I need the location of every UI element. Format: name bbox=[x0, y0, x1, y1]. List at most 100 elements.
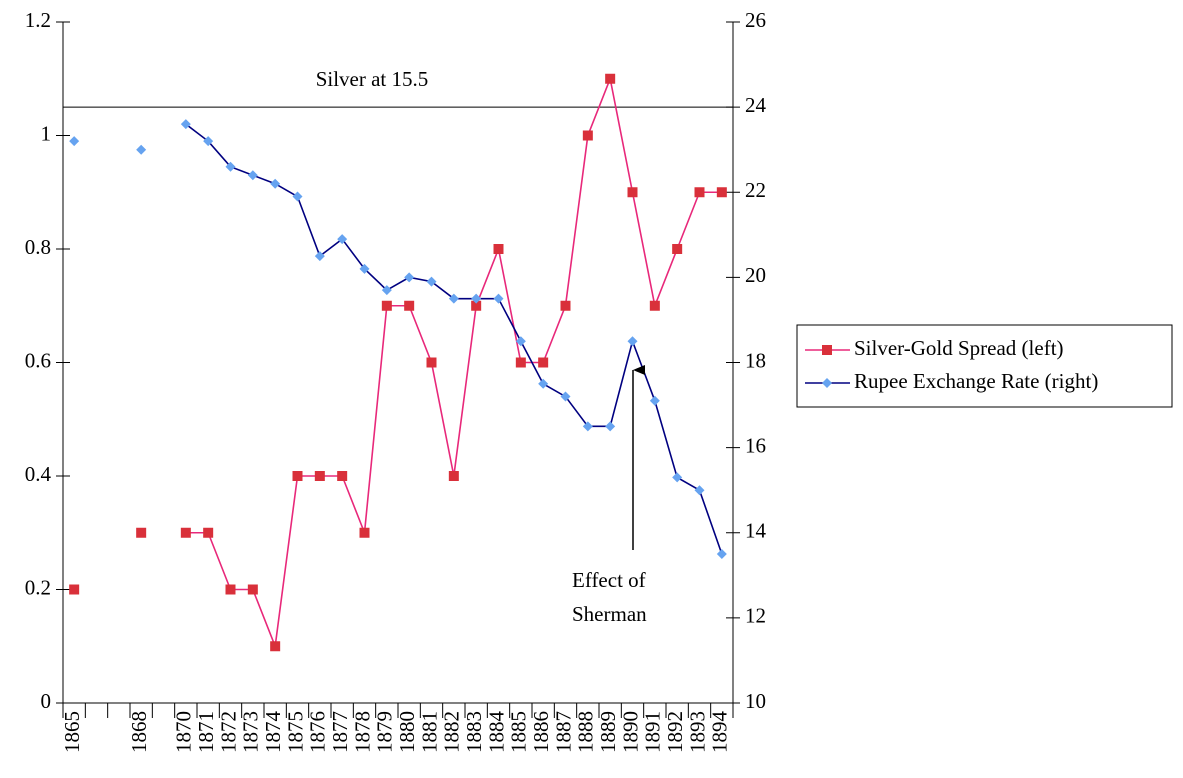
x-tick-label: 1874 bbox=[261, 711, 285, 754]
data-point bbox=[203, 136, 214, 147]
data-point bbox=[426, 357, 437, 368]
data-point bbox=[292, 471, 303, 481]
x-tick-label: 1888 bbox=[574, 711, 598, 753]
data-point bbox=[716, 549, 727, 560]
legend-label: Rupee Exchange Rate (right) bbox=[854, 369, 1098, 393]
data-point bbox=[538, 378, 549, 389]
data-point bbox=[448, 471, 459, 481]
data-point bbox=[314, 251, 325, 262]
data-point bbox=[247, 584, 258, 595]
data-point bbox=[627, 187, 638, 198]
y-tick-label: 0.2 bbox=[25, 575, 51, 599]
x-tick-label: 1877 bbox=[328, 711, 352, 753]
data-point bbox=[582, 130, 593, 141]
x-tick-label: 1880 bbox=[395, 711, 419, 753]
data-point bbox=[582, 421, 593, 432]
x-tick-label: 1872 bbox=[216, 711, 240, 753]
y2-tick-label: 14 bbox=[745, 519, 767, 543]
y2-tick-label: 10 bbox=[745, 689, 766, 713]
data-point bbox=[136, 144, 147, 155]
data-point bbox=[225, 161, 236, 172]
y-tick-label: 0.6 bbox=[25, 348, 51, 372]
data-point bbox=[672, 244, 683, 254]
x-tick-label: 1889 bbox=[596, 711, 620, 753]
x-tick-label: 1892 bbox=[663, 711, 687, 753]
data-point bbox=[560, 391, 571, 402]
data-point bbox=[180, 527, 191, 538]
data-point bbox=[337, 471, 348, 481]
x-tick-label: 1891 bbox=[641, 711, 665, 753]
data-point bbox=[538, 357, 549, 368]
x-tick-label: 1870 bbox=[172, 711, 196, 753]
data-point bbox=[203, 527, 214, 538]
data-point bbox=[225, 584, 236, 595]
data-point bbox=[605, 73, 616, 84]
data-point bbox=[292, 191, 303, 202]
x-tick-label: 1893 bbox=[685, 711, 709, 753]
data-point bbox=[694, 485, 705, 496]
x-tick-label: 1875 bbox=[283, 711, 307, 753]
x-tick-label: 1883 bbox=[462, 711, 486, 753]
data-point bbox=[359, 263, 370, 274]
y2-tick-label: 24 bbox=[745, 93, 767, 117]
reference-label: Silver at 15.5 bbox=[316, 67, 429, 91]
y2-tick-label: 12 bbox=[745, 604, 766, 628]
data-point bbox=[515, 357, 526, 368]
data-point bbox=[471, 300, 482, 311]
data-point bbox=[381, 285, 392, 296]
data-point bbox=[404, 272, 415, 283]
x-tick-label: 1865 bbox=[60, 711, 84, 753]
y-tick-label: 0 bbox=[41, 689, 52, 713]
y-tick-label: 1 bbox=[41, 121, 52, 145]
data-point bbox=[270, 178, 281, 189]
x-tick-label: 1879 bbox=[373, 711, 397, 753]
x-tick-label: 1884 bbox=[484, 711, 508, 754]
series-line bbox=[185, 123, 723, 555]
data-point bbox=[180, 119, 191, 130]
x-tick-label: 1890 bbox=[618, 711, 642, 753]
y2-tick-label: 22 bbox=[745, 178, 766, 202]
data-point bbox=[314, 471, 325, 481]
data-point bbox=[270, 641, 281, 652]
y2-tick-label: 26 bbox=[745, 8, 766, 32]
data-point bbox=[627, 336, 638, 347]
data-point bbox=[448, 293, 459, 304]
legend-box bbox=[796, 324, 1173, 408]
data-point bbox=[359, 527, 370, 538]
data-point bbox=[471, 293, 482, 304]
data-point bbox=[672, 472, 683, 483]
data-point bbox=[247, 170, 258, 181]
data-point bbox=[404, 300, 415, 311]
data-point bbox=[381, 300, 392, 311]
data-point bbox=[515, 336, 526, 347]
annotation-text: Effect of bbox=[572, 568, 646, 592]
x-tick-label: 1868 bbox=[127, 711, 151, 753]
data-point bbox=[649, 300, 660, 311]
y2-tick-label: 20 bbox=[745, 263, 766, 287]
data-point bbox=[493, 293, 504, 304]
x-tick-label: 1881 bbox=[417, 711, 441, 753]
legend-marker bbox=[822, 378, 832, 388]
legend-label: Silver-Gold Spread (left) bbox=[854, 336, 1064, 360]
x-tick-label: 1887 bbox=[551, 711, 575, 753]
data-point bbox=[560, 300, 571, 311]
y2-tick-label: 18 bbox=[745, 348, 766, 372]
data-point bbox=[136, 527, 147, 538]
x-tick-label: 1885 bbox=[507, 711, 531, 753]
data-point bbox=[649, 395, 660, 406]
data-point bbox=[426, 276, 437, 287]
y-tick-label: 0.8 bbox=[25, 235, 51, 259]
legend-marker bbox=[822, 345, 832, 355]
y2-tick-label: 16 bbox=[745, 433, 766, 457]
x-tick-label: 1876 bbox=[306, 711, 330, 753]
data-point bbox=[337, 234, 348, 245]
x-tick-label: 1871 bbox=[194, 711, 218, 753]
x-tick-label: 1886 bbox=[529, 711, 553, 753]
x-tick-label: 1894 bbox=[708, 711, 732, 754]
x-tick-label: 1873 bbox=[239, 711, 263, 753]
data-point bbox=[694, 187, 705, 198]
x-tick-label: 1882 bbox=[440, 711, 464, 753]
data-point bbox=[493, 244, 504, 254]
data-point bbox=[605, 421, 616, 432]
